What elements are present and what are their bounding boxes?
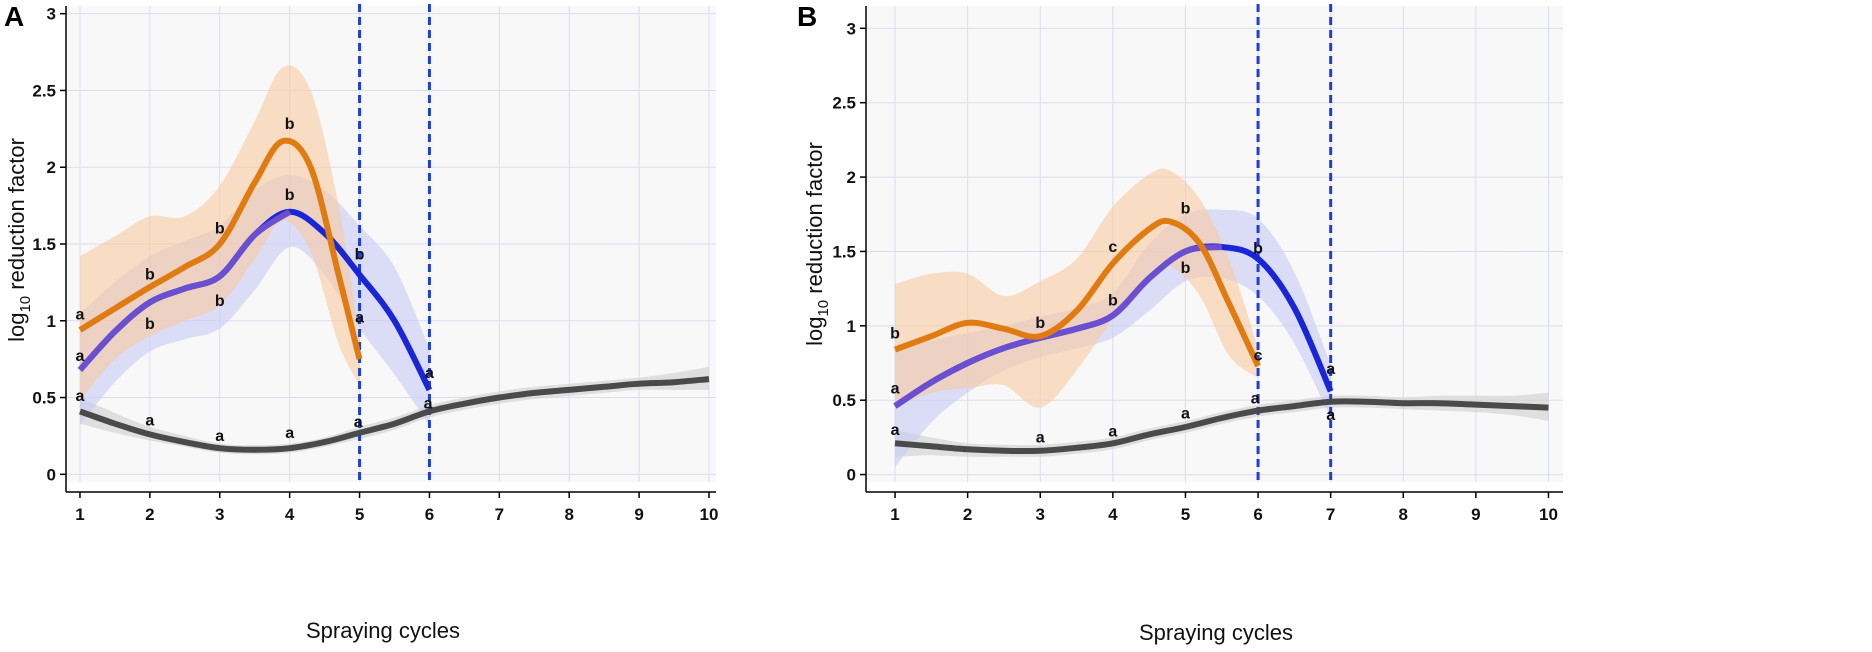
panel-a-significance-letter-14: a	[354, 414, 363, 431]
panel-a-y-tick-label-2: 1	[47, 312, 56, 331]
panel-a-y-tick-label-6: 3	[47, 5, 56, 24]
panel-b-significance-letter-2: a	[891, 422, 900, 439]
panel-b-significance-letter-7: a	[1108, 423, 1117, 440]
panel-a-significance-letter-15: a	[425, 365, 434, 382]
panel-a-line-treatment-short	[78, 137, 363, 360]
panel-b-y-tick-label-5: 2.5	[832, 94, 856, 113]
panel-b-y-tick-label-3: 1.5	[832, 242, 856, 261]
panel-b-y-tick-label-6: 3	[847, 19, 856, 38]
panel-b-x-tick-label-9: 10	[1539, 505, 1558, 524]
panel-b-significance-letter-6: b	[1108, 293, 1118, 310]
panel-a-y-axis-title: log10 reduction factor	[4, 138, 34, 342]
panel-b-significance-letter-9: b	[1181, 260, 1191, 277]
panel-a-plot-area: 00.511.522.531 2 3 4 5 6 7 8 9 10aaabbabbabbabaaa…	[32, 4, 718, 524]
panel-a-significance-letter-12: b	[355, 247, 365, 264]
panel-a-significance-letter-1: a	[76, 348, 85, 365]
panel-a-significance-letter-11: a	[285, 425, 294, 442]
panel-b-significance-letter-12: c	[1254, 348, 1263, 365]
panel-a-x-tick-label-3: 4	[285, 505, 295, 524]
panel-a-significance-letter-7: b	[215, 293, 225, 310]
panel-b-x-tick-label-7: 8	[1399, 505, 1408, 524]
panel-b-y-axis-title: log10 reduction factor	[802, 142, 832, 346]
panel-a-significance-letter-16: a	[424, 396, 433, 413]
panel-b-y-tick-label-0: 0	[847, 466, 856, 485]
panel-a-y-tick-label-1: 0.5	[32, 389, 56, 408]
panel-a-x-axis-title: Spraying cycles	[306, 618, 460, 643]
panel-b-line-treatment-short	[893, 217, 1261, 368]
panel-b-plot-area: 0 0.5 1 1.5 2 2.5 3 1 2 3 4 5 6 7 8 9 10 b a a b a c b a b b a b c a a a	[832, 4, 1563, 524]
panel-b-significance-letter-4: a	[1036, 429, 1045, 446]
panel-a-significance-letter-6: b	[215, 221, 225, 238]
panel-b-y-tick-label-1: 0.5	[832, 391, 856, 410]
panel-b-band-treatment-short	[895, 168, 1259, 408]
panel-b-line-control	[894, 398, 1549, 455]
panel-a-y-tick-label-0: 0	[47, 465, 56, 484]
panel-b-significance-letter-14: a	[1326, 361, 1335, 378]
panel-a-x-tick-label-6: 7	[495, 505, 504, 524]
panel-b-x-tick-label-8: 9	[1471, 505, 1480, 524]
panel-b-x-tick-label-2: 3	[1036, 505, 1045, 524]
panel-a-significance-letter-4: b	[145, 316, 155, 333]
panel-b-significance-letter-3: b	[1035, 315, 1045, 332]
panel-b-x-tick-label-3: 4	[1108, 505, 1118, 524]
panel-a: 00.511.522.531 2 3 4 5 6 7 8 9 10aaabbabbabbabaaa…	[4, 1, 718, 643]
panel-b-y-tick-label-2: 1	[847, 317, 856, 336]
panel-a-y-tick-label-4: 2	[47, 158, 56, 177]
panel-a-x-tick-label-4: 5	[355, 505, 364, 524]
panel-b-x-axis-title: Spraying cycles	[1139, 620, 1293, 645]
panel-a-x-tick-label-5: 6	[425, 505, 434, 524]
panel-a-significance-letter-0: a	[76, 307, 85, 324]
panel-a-significance-letter-5: a	[145, 413, 154, 430]
panel-a-band-treatment-short	[80, 65, 360, 401]
panel-a-x-tick-label-8: 9	[634, 505, 643, 524]
panel-a-significance-letter-8: a	[215, 428, 224, 445]
panel-b-x-tick-label-6: 7	[1326, 505, 1335, 524]
panel-b-significance-letter-11: b	[1253, 240, 1263, 257]
panel-b-significance-letter-13: a	[1251, 391, 1260, 408]
panel-a-x-tick-label-0: 1	[75, 505, 84, 524]
panel-a-line-treatment-long-overlap	[77, 209, 292, 372]
panel-a-x-tick-label-1: 2	[145, 505, 154, 524]
panel-a-line-control	[79, 376, 710, 453]
panel-b-significance-letter-15: a	[1326, 407, 1335, 424]
panel-b-x-tick-label-1: 2	[963, 505, 972, 524]
panel-b-significance-letter-0: b	[890, 325, 900, 342]
panel-a-y-tick-label-5: 2.5	[32, 81, 56, 100]
panel-b-significance-letter-10: a	[1181, 406, 1190, 423]
panel-b-x-tick-label-0: 1	[890, 505, 899, 524]
panel-a-significance-letter-10: b	[285, 187, 295, 204]
panel-b-y-tick-label-4: 2	[847, 168, 856, 187]
panel-a-y-tick-label-3: 1.5	[32, 235, 56, 254]
panel-a-x-tick-label-9: 10	[700, 505, 719, 524]
panel-a-significance-letter-3: b	[145, 267, 155, 284]
panel-b-x-tick-label-4: 5	[1181, 505, 1190, 524]
panel-b-significance-letter-1: a	[891, 380, 900, 397]
panel-a-x-tick-label-2: 3	[215, 505, 224, 524]
panel-b-significance-letter-5: c	[1108, 239, 1117, 256]
panel-b: 0 0.5 1 1.5 2 2.5 3 1 2 3 4 5 6 7 8 9 10 b a a b a c b a b b a b c a a a…	[797, 1, 1563, 645]
panel-a-significance-letter-9: b	[285, 116, 295, 133]
panel-a-significance-letter-13: a	[355, 310, 364, 327]
panel-b-line-treatment-long-overlap	[893, 244, 1223, 409]
panel-a-x-tick-label-7: 8	[564, 505, 573, 524]
panel-a-significance-letter-2: a	[76, 388, 85, 405]
panel-b-letter: B	[797, 1, 817, 32]
panel-a-letter: A	[4, 1, 24, 32]
panel-b-x-tick-label-5: 6	[1253, 505, 1262, 524]
panel-b-significance-letter-8: b	[1181, 200, 1191, 217]
